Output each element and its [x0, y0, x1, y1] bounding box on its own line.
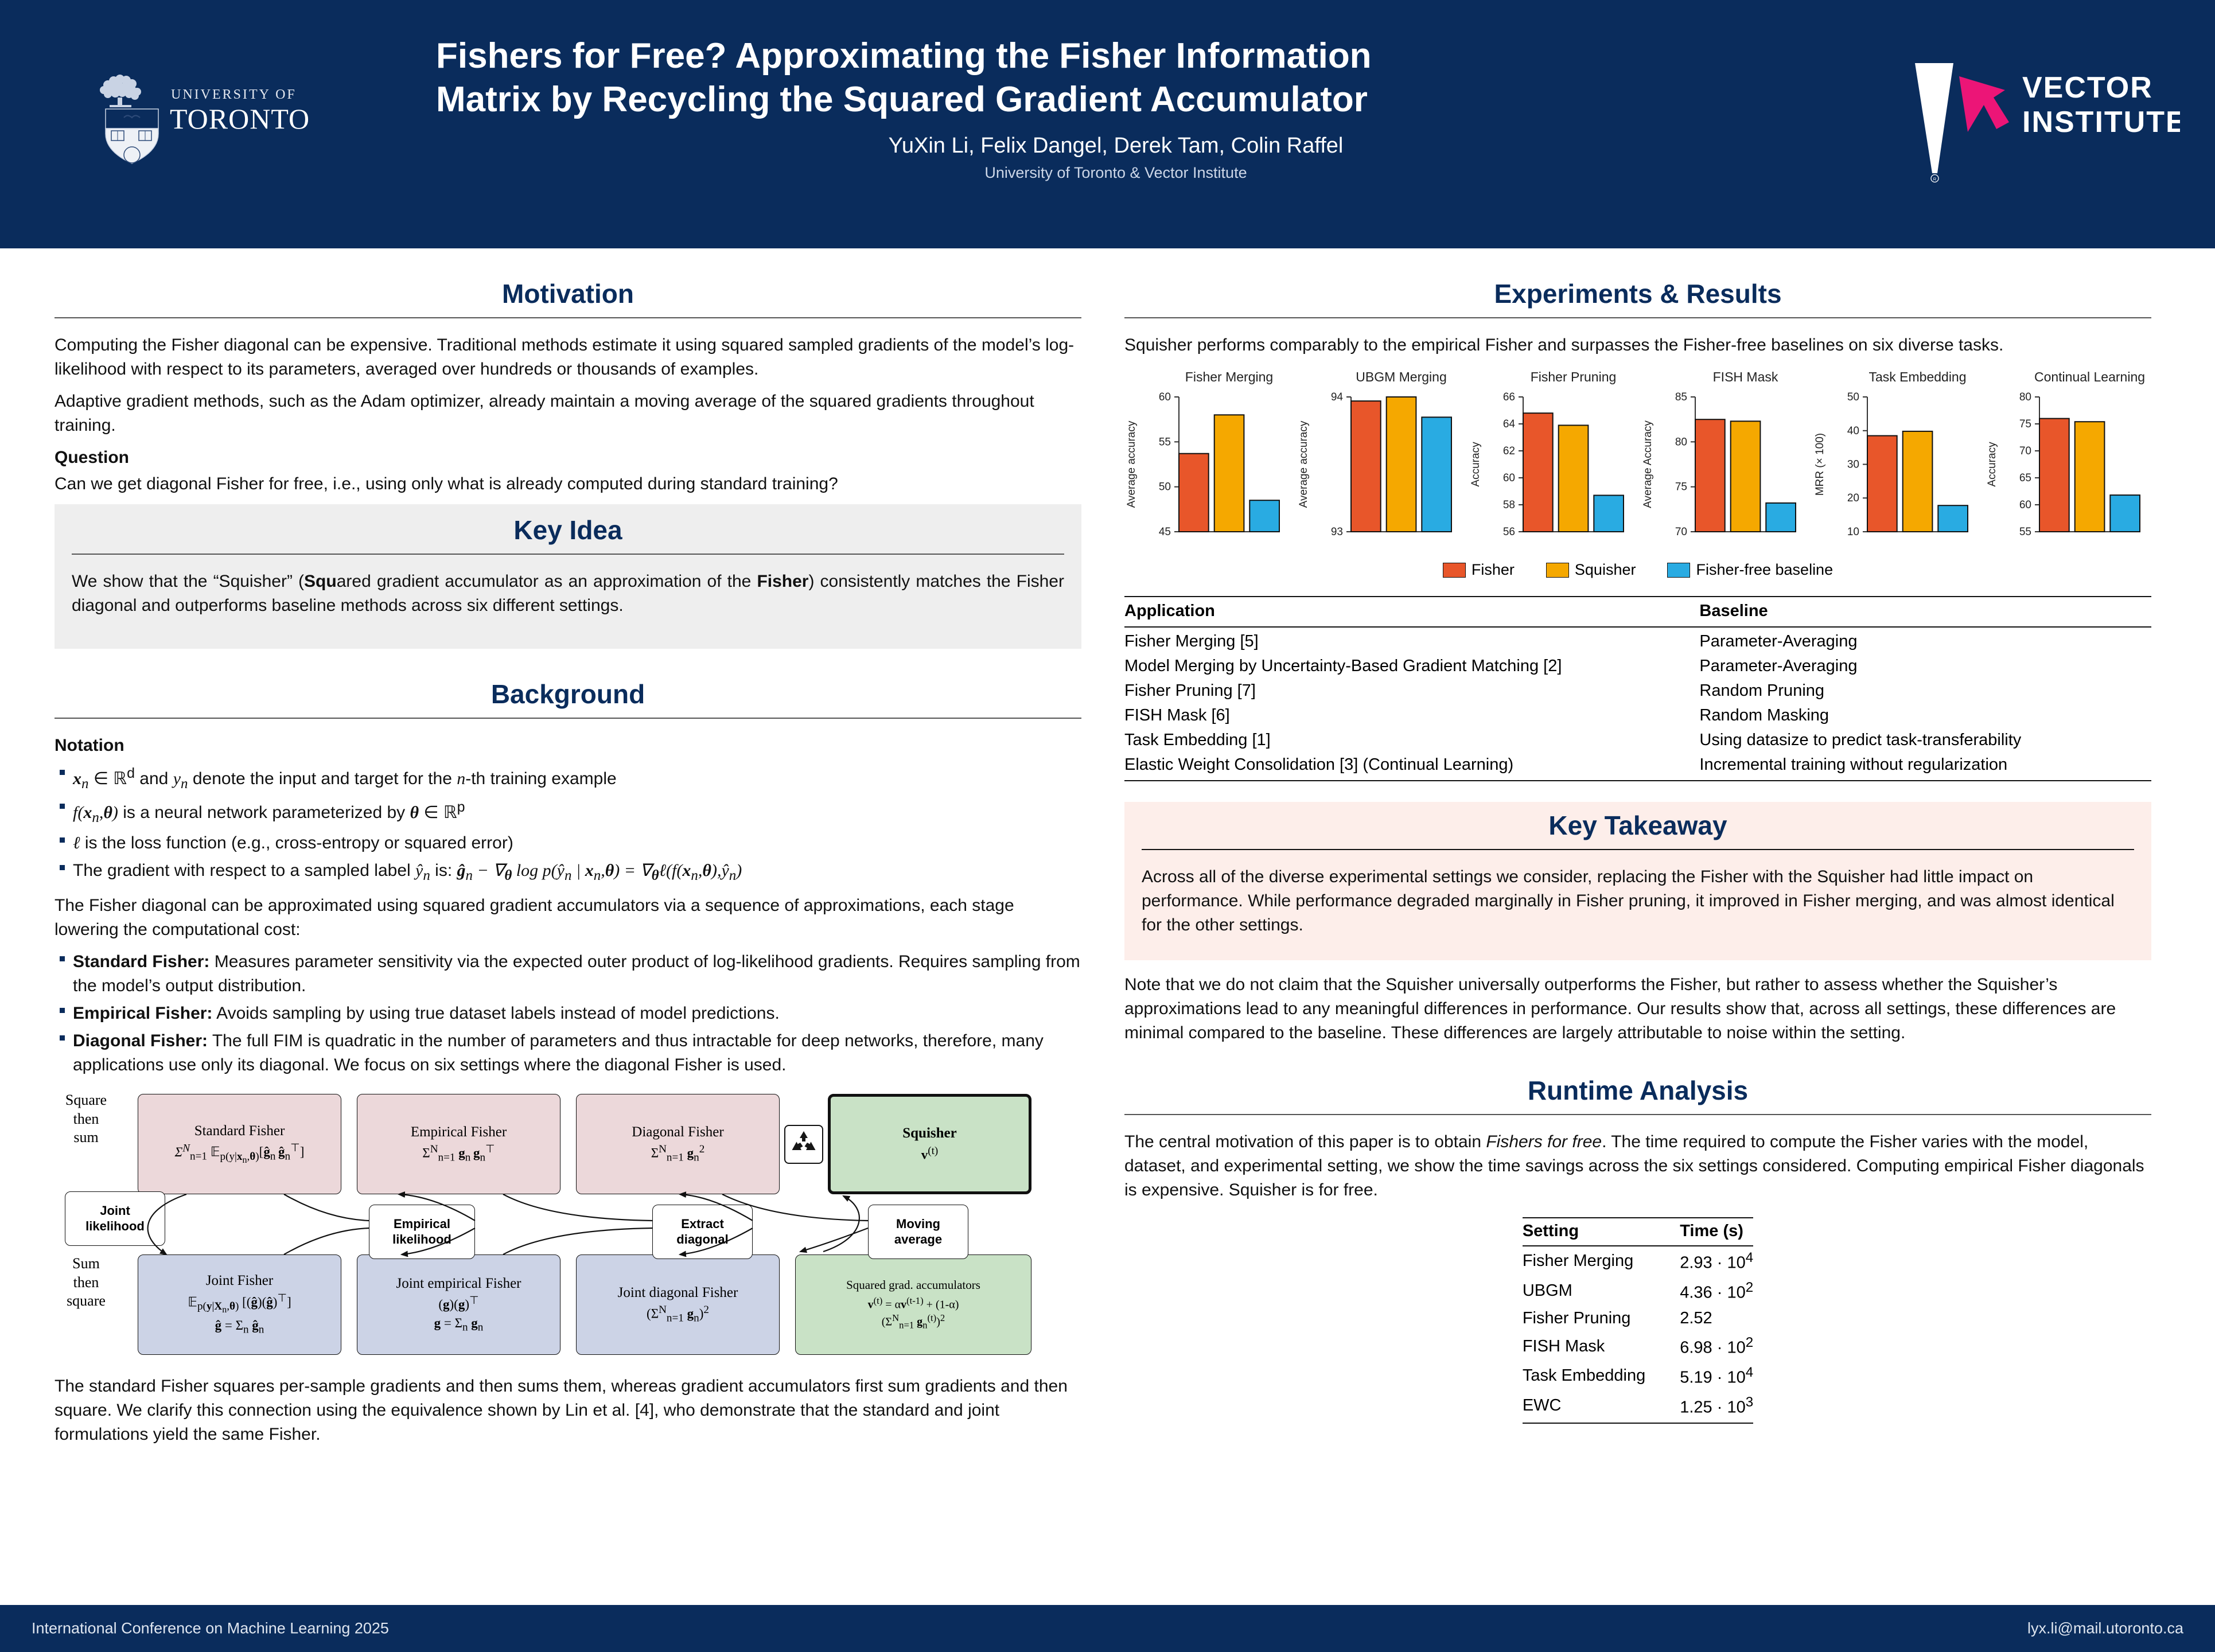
svg-text:Average accuracy: Average accuracy — [1298, 420, 1310, 508]
svg-text:62: 62 — [1503, 445, 1515, 457]
svg-text:FISH Mask: FISH Mask — [1713, 369, 1778, 384]
svg-text:45: 45 — [1159, 526, 1171, 538]
svg-text:70: 70 — [1675, 526, 1687, 538]
svg-text:10: 10 — [1847, 526, 1859, 538]
svg-text:66: 66 — [1503, 391, 1515, 403]
svg-text:80: 80 — [1675, 436, 1687, 448]
svg-text:20: 20 — [1847, 492, 1859, 504]
svg-text:55: 55 — [1159, 436, 1171, 448]
svg-text:Continual Learning: Continual Learning — [2034, 369, 2145, 384]
svg-text:85: 85 — [1675, 391, 1687, 403]
svg-text:60: 60 — [2019, 499, 2031, 511]
svg-text:R: R — [1933, 177, 1937, 182]
svg-text:UNIVERSITY OF: UNIVERSITY OF — [171, 87, 297, 102]
svg-text:64: 64 — [1503, 418, 1516, 430]
svg-text:58: 58 — [1503, 499, 1515, 511]
svg-text:56: 56 — [1503, 526, 1515, 538]
svg-text:Average accuracy: Average accuracy — [1126, 420, 1138, 508]
svg-text:Fisher Pruning: Fisher Pruning — [1531, 369, 1617, 384]
svg-text:INSTITUTE: INSTITUTE — [2022, 106, 2180, 139]
svg-text:55: 55 — [2019, 526, 2031, 538]
svg-text:Fisher Merging: Fisher Merging — [1185, 369, 1273, 384]
svg-text:MRR (× 100): MRR (× 100) — [1814, 433, 1826, 496]
svg-text:75: 75 — [2019, 418, 2031, 430]
svg-text:Accuracy: Accuracy — [1470, 442, 1482, 487]
svg-text:30: 30 — [1847, 459, 1859, 471]
svg-text:65: 65 — [2019, 472, 2031, 484]
svg-text:60: 60 — [1503, 472, 1515, 484]
svg-text:75: 75 — [1675, 481, 1687, 493]
svg-text:Average Accuracy: Average Accuracy — [1642, 420, 1654, 508]
svg-text:Task Embedding: Task Embedding — [1868, 369, 1966, 384]
svg-text:70: 70 — [2019, 445, 2031, 457]
svg-text:94: 94 — [1331, 391, 1344, 403]
svg-text:VECTOR: VECTOR — [2022, 71, 2153, 104]
svg-text:60: 60 — [1159, 391, 1171, 403]
svg-text:80: 80 — [2019, 391, 2031, 403]
svg-text:UBGM Merging: UBGM Merging — [1356, 369, 1446, 384]
svg-text:40: 40 — [1847, 425, 1859, 437]
svg-text:50: 50 — [1847, 391, 1859, 403]
svg-text:93: 93 — [1331, 526, 1343, 538]
svg-text:50: 50 — [1159, 481, 1171, 493]
svg-text:TORONTO: TORONTO — [170, 103, 310, 135]
svg-text:Accuracy: Accuracy — [1986, 442, 1998, 487]
